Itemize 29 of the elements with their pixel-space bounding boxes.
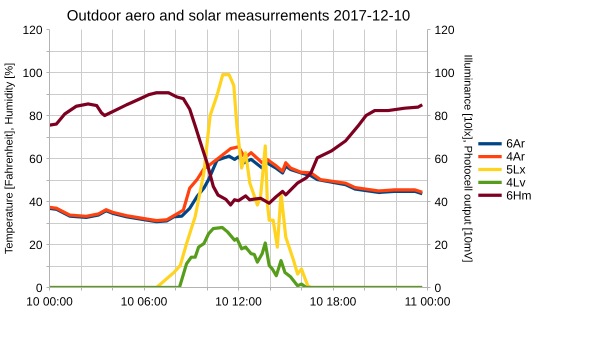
y-tick-label: 100 — [22, 66, 43, 80]
y-tick-label: 40 — [29, 195, 43, 209]
x-tick-label: 11 00:00 — [404, 294, 451, 308]
line-series — [50, 91, 424, 207]
y-tick-label: 60 — [29, 152, 43, 166]
x-tick-label: 10 18:00 — [310, 294, 357, 308]
y-tick-label: 0 — [36, 281, 43, 295]
y2-tick-label: 40 — [434, 195, 448, 209]
chart-title: Outdoor aero and solar measurrements 2017-12-10 — [66, 8, 410, 24]
legend-label: 6Hm — [506, 188, 532, 202]
x-tick-label: 10 00:00 — [26, 294, 74, 308]
y2-tick-label: 100 — [434, 66, 455, 80]
legend-label: 4Lv — [506, 175, 526, 190]
y2-axis-title: Illuminance [10lx], Photocell output [10mV] — [462, 54, 474, 262]
y-tick-label: 120 — [22, 23, 43, 37]
y2-tick-label: 60 — [434, 152, 448, 166]
legend-label: 6Ar — [506, 136, 525, 151]
y-axis-title: Temperature [Fahrenheit], Humidity [%] — [3, 62, 16, 254]
y2-tick-label: 120 — [434, 23, 455, 37]
y-tick-label: 80 — [29, 109, 43, 123]
y2-tick-label: 0 — [434, 281, 442, 295]
x-tick-label: 10 12:00 — [215, 294, 262, 308]
y2-tick-label: 80 — [434, 109, 448, 123]
legend-label: 5Lx — [506, 162, 526, 176]
y-tick-label: 20 — [29, 238, 43, 252]
legend-label: 4Ar — [506, 150, 525, 164]
y2-tick-label: 20 — [434, 238, 448, 252]
x-tick-label: 10 06:00 — [120, 294, 168, 308]
line-series — [50, 226, 424, 288]
